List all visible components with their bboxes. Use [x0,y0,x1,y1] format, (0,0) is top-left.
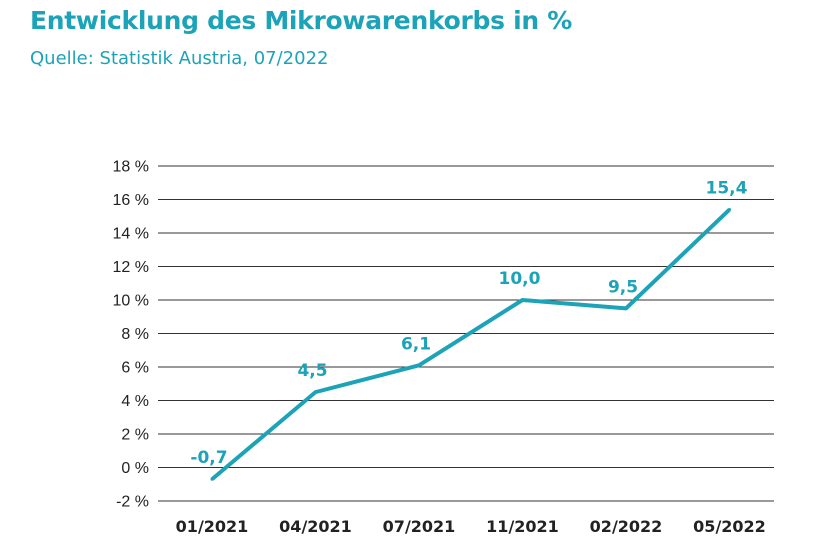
data-label: -0,7 [190,448,227,468]
data-point [624,306,628,310]
data-label: 10,0 [499,269,541,289]
data-point [417,363,421,367]
y-tick-label: 10 % [113,293,149,310]
y-tick-label: 0 % [121,460,149,477]
y-tick-label: -2 % [116,494,149,511]
data-point [314,390,317,394]
y-tick-label: 12 % [113,259,149,276]
data-point [728,208,731,212]
series [210,208,731,481]
chart-source: Quelle: Statistik Austria, 07/2022 [30,48,329,69]
x-tick-label: 04/2021 [279,517,352,536]
y-tick-label: 16 % [113,192,149,209]
y-tick-label: 8 % [121,326,149,343]
data-label: 4,5 [297,361,327,381]
data-label: 6,1 [401,334,431,354]
x-tick-label: 11/2021 [486,517,559,536]
y-tick-label: 4 % [121,393,149,410]
y-tick-label: 2 % [121,427,149,444]
x-axis-ticks: 01/2021 04/2021 07/2021 11/2021 02/2022 05/20… [176,517,766,536]
chart-title: Entwicklung des Mikrowarenkorbs in % [30,6,573,35]
x-tick-label: 05/2022 [693,517,766,536]
data-label: 9,5 [608,277,638,297]
data-labels: -0,7 4,5 6,1 10,0 9,5 15,4 [190,179,747,469]
y-axis-ticks: -2 % 0 % 2 % 4 % 6 % 8 % 10 % 12 % 14 % 16 % 18 % [113,159,149,511]
y-tick-label: 14 % [113,226,149,243]
y-tick-label: 6 % [121,360,149,377]
x-tick-label: 07/2021 [383,517,456,536]
x-tick-label: 02/2022 [590,517,663,536]
data-point [521,298,524,302]
y-tick-label: 18 % [113,159,149,176]
data-point [210,477,214,481]
series-line [210,208,731,481]
x-tick-label: 01/2021 [176,517,249,536]
data-label: 15,4 [706,179,748,199]
